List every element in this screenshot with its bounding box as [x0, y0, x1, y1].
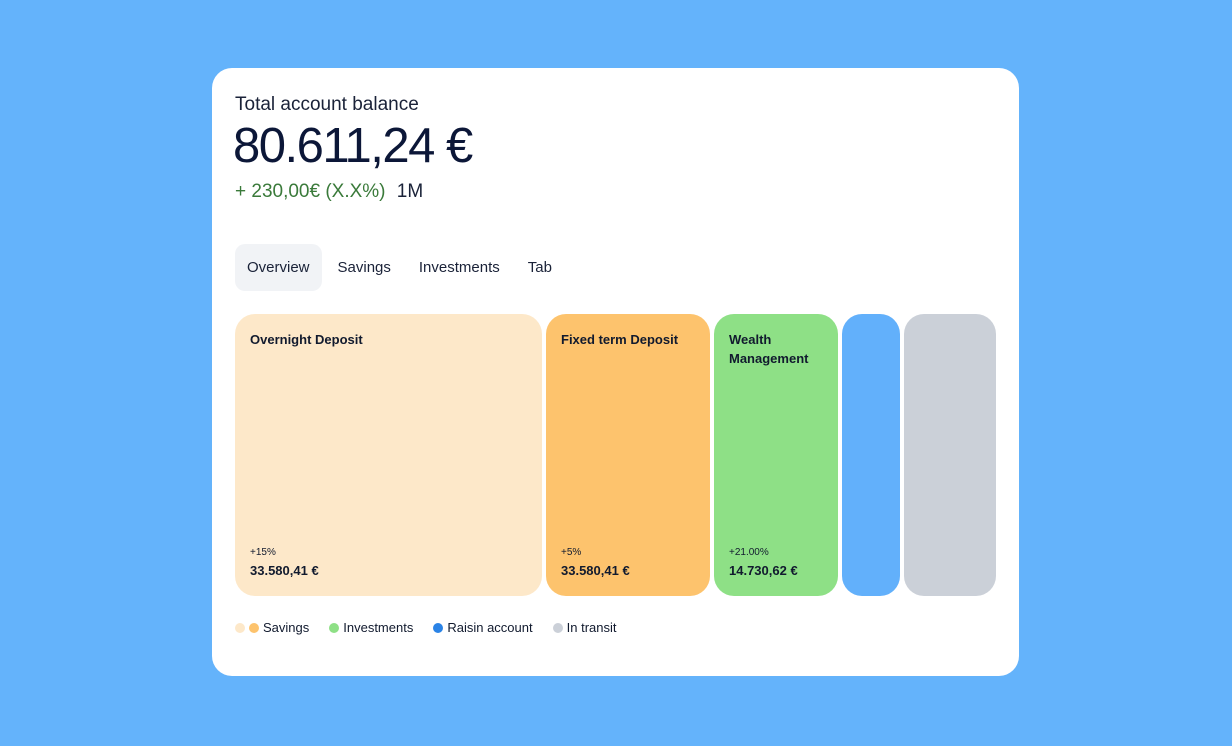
tile-change: +15%	[250, 547, 276, 558]
tile-in-transit[interactable]	[904, 314, 996, 596]
tile-value: 33.580,41 €	[250, 563, 319, 578]
tile-name: Overnight Deposit	[250, 332, 363, 347]
total-balance: 80.611,24 €	[233, 119, 473, 173]
legend-dot-icon	[552, 622, 563, 633]
tab-bar: Overview Savings Investments Tab	[235, 244, 564, 291]
tab-tab[interactable]: Tab	[527, 259, 552, 276]
legend-dot-icon	[235, 622, 245, 633]
legend: Savings Investments Raisin account In tr…	[235, 620, 636, 635]
tile-name: Fixed term Deposit	[561, 332, 679, 347]
account-balance-card: Total account balance 80.611,24 € + 230,…	[212, 68, 1019, 676]
tab-investments[interactable]: Investments	[418, 259, 500, 276]
balance-title: Total account balance	[235, 94, 419, 115]
legend-item-investments: Investments	[329, 620, 413, 635]
change-period[interactable]: 1M	[396, 181, 424, 202]
tab-overview[interactable]: Overview	[235, 244, 322, 291]
tile-change: +5%	[561, 547, 582, 558]
tile-wealth-management[interactable]: Wealth Management +21.00% 14.730,62 €	[714, 314, 838, 596]
tile-fixed-term-deposit[interactable]: Fixed term Deposit +5% 33.580,41 €	[546, 314, 710, 596]
change-amount: + 230,00€ (X.X%)	[235, 181, 386, 202]
legend-label: Investments	[343, 620, 414, 635]
legend-label: Raisin account	[447, 620, 533, 635]
tile-value: 14.730,62 €	[729, 563, 798, 578]
legend-item-savings: Savings	[235, 620, 309, 635]
tab-savings[interactable]: Savings	[337, 259, 391, 276]
tile-overnight-deposit[interactable]: Overnight Deposit +15% 33.580,41 €	[235, 314, 542, 596]
balance-change: + 230,00€ (X.X%) 1M	[235, 181, 423, 203]
legend-item-in-transit: In transit	[552, 620, 617, 635]
tile-value: 33.580,41 €	[561, 563, 630, 578]
tile-raisin-account[interactable]	[842, 314, 900, 596]
legend-label: Savings	[263, 620, 310, 635]
legend-dot-icon	[433, 622, 444, 633]
legend-item-raisin-account: Raisin account	[433, 620, 533, 635]
legend-label: In transit	[566, 620, 617, 635]
tile-change: +21.00%	[729, 547, 769, 558]
legend-dot-icon	[329, 622, 340, 633]
legend-dot-icon	[249, 622, 259, 633]
tile-name: Wealth Management	[729, 332, 809, 366]
